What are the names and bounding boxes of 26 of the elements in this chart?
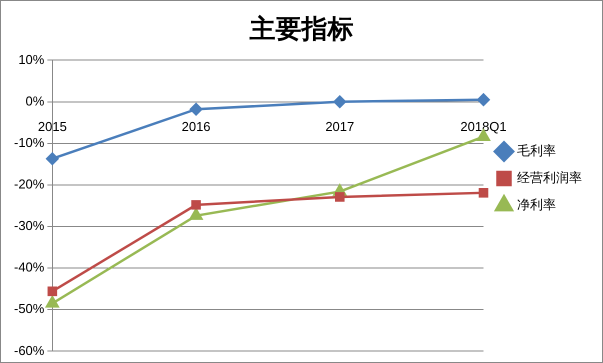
y-tick-label: 0% [26,93,45,108]
point [190,208,203,220]
x-tick-label: 2016 [182,119,211,134]
point [46,152,59,165]
point [46,296,59,308]
y-tick-label: -50% [14,301,45,316]
y-tick-label: -30% [14,218,45,234]
x-tick-label: 2018Q1 [460,119,507,134]
y-tick-label: -10% [14,134,45,150]
y-tick-label: -60% [14,342,45,358]
legend-label: 毛利率 [517,142,556,159]
chart-title: 主要指标 [248,14,354,44]
point [48,286,58,296]
point [334,192,345,202]
legend-label: 经营利润率 [517,170,582,186]
point [334,96,346,108]
point [478,188,488,198]
point [477,93,490,106]
legend-label: 净利率 [517,196,556,213]
y-tick-label: -20% [14,176,45,192]
x-tick-label: 2015 [38,119,67,134]
y-tick-label: -40% [14,260,45,275]
x-tick-label: 2017 [325,119,354,134]
point [190,103,202,116]
y-tick-label: 10% [18,52,45,67]
point [191,200,201,210]
